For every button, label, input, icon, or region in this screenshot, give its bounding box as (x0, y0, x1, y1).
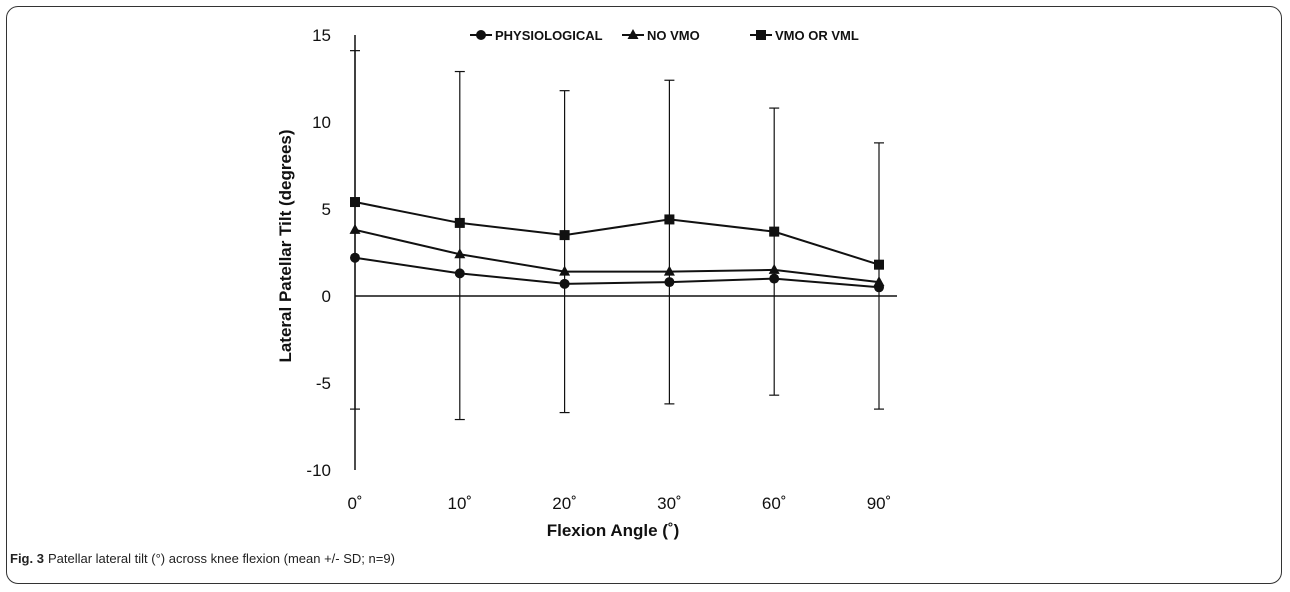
data-point-vmo-or-vml (559, 230, 570, 241)
data-point-no-vmo (663, 265, 675, 276)
data-point-no-vmo (873, 276, 885, 287)
legend-label-no-vmo: NO VMO (647, 28, 700, 43)
data-point-vmo-or-vml (769, 226, 780, 237)
data-point-no-vmo (349, 223, 361, 234)
legend-marker-vmo-or-vml (756, 30, 766, 40)
y-tick-label: 10 (312, 113, 331, 132)
series-line-physiological (354, 256, 880, 289)
series-line-no-vmo (354, 228, 880, 284)
x-tick-label: 30˚ (657, 494, 682, 513)
data-point-vmo-or-vml (350, 197, 360, 208)
legend: PHYSIOLOGICAL NO VMO VMO OR VML (470, 28, 859, 43)
data-point-physiological (454, 268, 465, 279)
data-point-no-vmo (768, 263, 780, 274)
figure-frame (6, 6, 1282, 584)
legend-marker-no-vmo (627, 29, 639, 39)
x-tick-label: 0˚ (347, 494, 362, 513)
y-tick-label: -5 (316, 374, 331, 393)
series-line-vmo-or-vml (354, 201, 880, 266)
data-point-physiological (769, 273, 780, 284)
figure-caption: Fig. 3 Patellar lateral tilt (°) across k… (10, 551, 395, 566)
x-tick-label: 20˚ (552, 494, 577, 513)
data-point-vmo-or-vml (664, 214, 675, 225)
data-point-no-vmo (559, 265, 571, 276)
y-tick-label: 15 (312, 26, 331, 45)
data-point-physiological (559, 278, 570, 289)
figure-label: Fig. 3 (10, 551, 44, 566)
y-axis-title: Lateral Patellar Tilt (degrees) (276, 129, 295, 362)
data-point-vmo-or-vml (454, 217, 465, 228)
error-bars (350, 50, 884, 421)
x-tick-label: 10˚ (448, 494, 473, 513)
legend-label-vmo-or-vml: VMO OR VML (775, 28, 859, 43)
data-point-no-vmo (454, 248, 466, 259)
legend-label-physiological: PHYSIOLOGICAL (495, 28, 603, 43)
x-axis-title: Flexion Angle (˚) (547, 521, 680, 540)
series-lines (349, 197, 885, 293)
y-tick-label: 5 (322, 200, 331, 219)
data-point-physiological (664, 277, 675, 288)
caption-text: Patellar lateral tilt (°) across knee fl… (47, 551, 395, 566)
y-tick-label: -10 (306, 461, 331, 480)
data-point-physiological (350, 252, 360, 263)
data-point-vmo-or-vml (874, 259, 884, 270)
x-tick-label: 60˚ (762, 494, 787, 513)
x-tick-label: 90˚ (867, 494, 892, 513)
legend-marker-physiological (476, 30, 486, 40)
y-tick-label: 0 (322, 287, 331, 306)
